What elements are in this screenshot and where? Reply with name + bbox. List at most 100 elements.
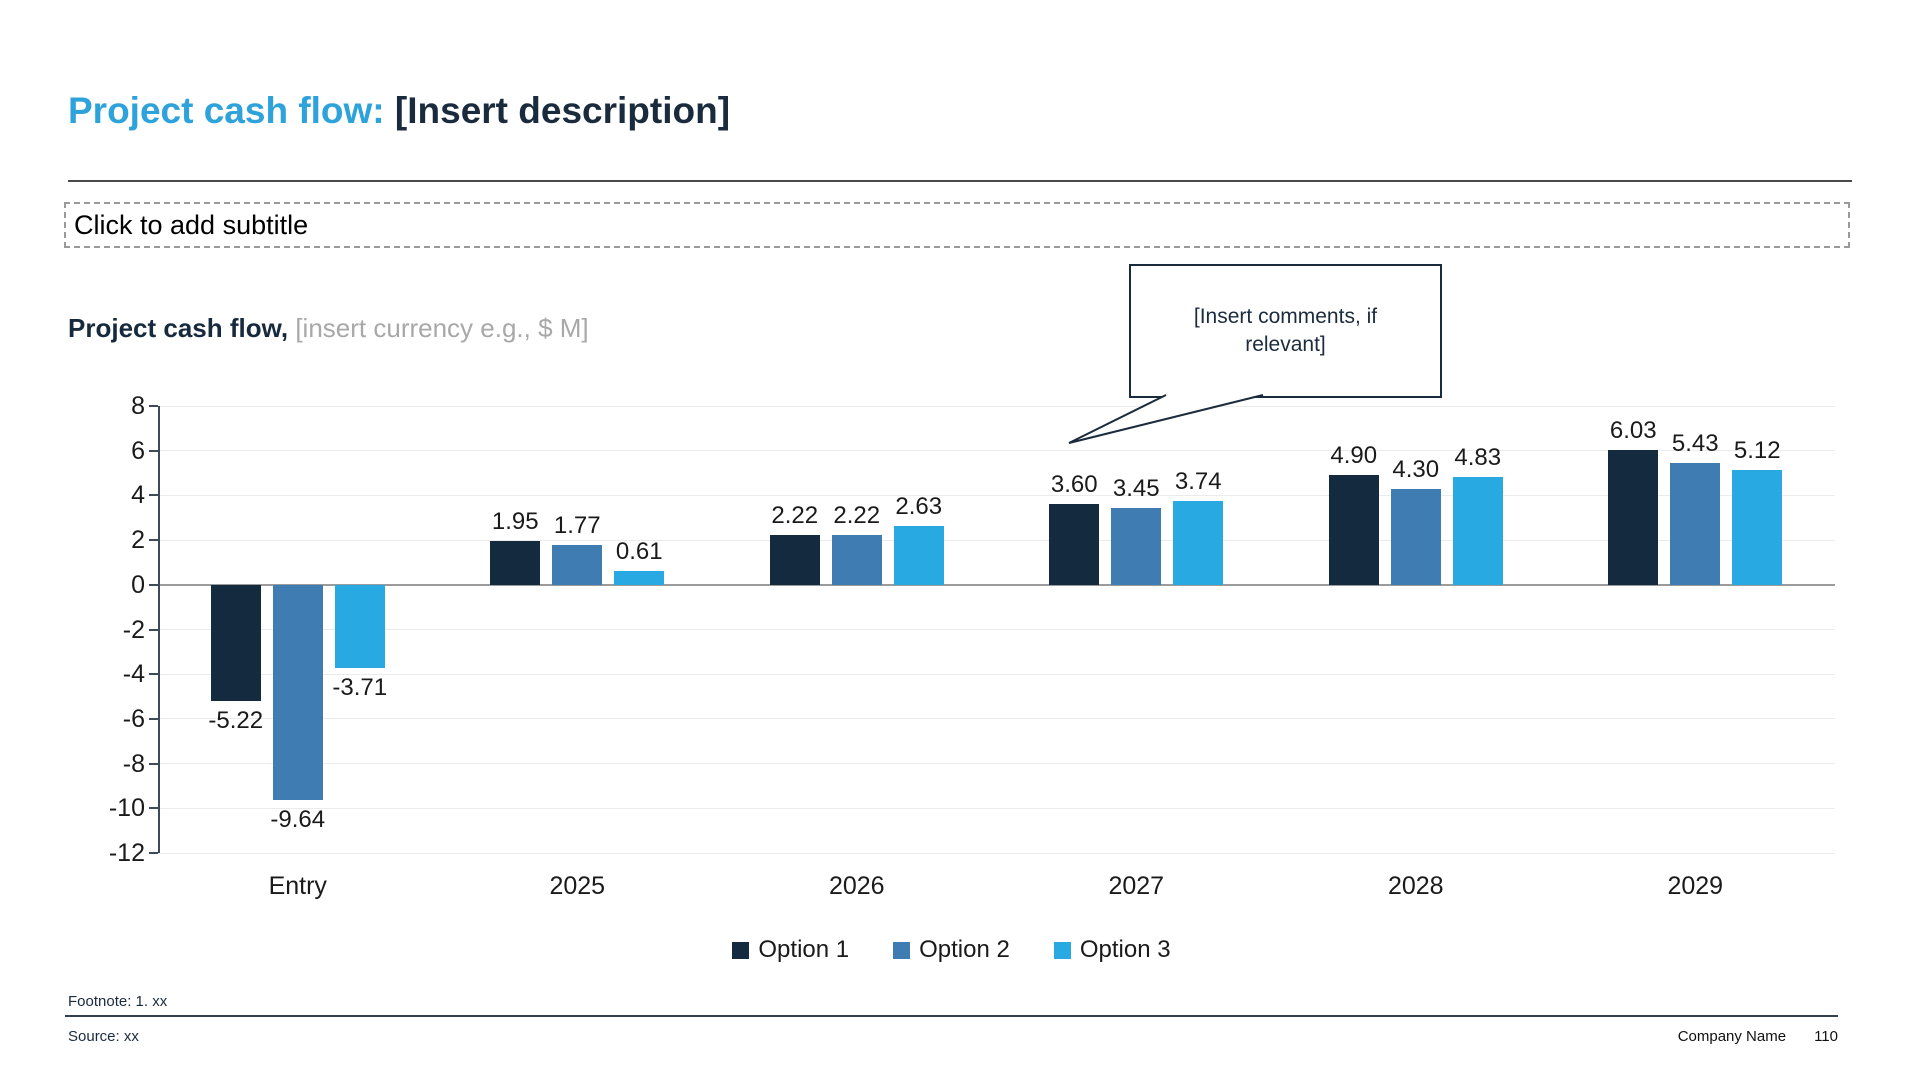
y-tick-label: 2 xyxy=(131,526,145,555)
y-axis-tick xyxy=(149,494,158,497)
legend-item-option-2: Option 2 xyxy=(893,936,1010,964)
gridline xyxy=(158,450,1835,452)
legend-swatch-icon xyxy=(893,941,911,959)
bar-value-label: 3.60 xyxy=(1050,471,1098,499)
title-divider xyxy=(68,180,1852,182)
gridline xyxy=(158,807,1835,809)
bar-option-1-2025 xyxy=(490,541,541,585)
y-tick-label: 4 xyxy=(131,481,145,510)
bar-option-2-2025 xyxy=(552,545,603,585)
y-axis-tick xyxy=(149,583,158,586)
y-axis-tick xyxy=(149,628,158,631)
gridline xyxy=(158,852,1835,854)
y-tick-label: -4 xyxy=(122,660,145,689)
bar-option-2-2026 xyxy=(831,535,882,585)
bar-value-label: -3.71 xyxy=(332,673,388,701)
bar-value-label: 4.90 xyxy=(1330,442,1378,470)
bar-option-3-2027 xyxy=(1173,501,1224,585)
chart-heading-title: Project cash flow, xyxy=(68,313,289,343)
bar-option-2-entry xyxy=(272,584,323,801)
bar-option-1-entry xyxy=(210,584,261,702)
legend-label: Option 1 xyxy=(758,936,850,963)
y-axis-tick xyxy=(149,852,158,854)
bar-option-3-2029 xyxy=(1732,470,1783,585)
y-axis-tick xyxy=(149,449,158,452)
gridline xyxy=(158,673,1835,675)
bar-value-label: -9.64 xyxy=(270,806,326,834)
bar-option-2-2028 xyxy=(1390,488,1441,585)
x-axis-label: 2025 xyxy=(549,872,606,900)
chart-heading-unit: [insert currency e.g., $ M] xyxy=(288,313,589,343)
y-tick-label: -6 xyxy=(122,704,145,733)
bar-value-label: 3.74 xyxy=(1174,468,1222,496)
bar-value-label: 1.95 xyxy=(491,508,539,536)
bar-option-1-2027 xyxy=(1049,504,1100,585)
bar-value-label: 4.30 xyxy=(1392,455,1440,483)
footnote[interactable]: Footnote: 1. xx xyxy=(68,993,168,1010)
gridline xyxy=(158,629,1835,630)
legend-label: Option 2 xyxy=(919,936,1010,963)
y-axis-tick xyxy=(149,807,158,810)
bar-option-1-2026 xyxy=(769,535,820,585)
page-title-description: [Insert description] xyxy=(384,90,731,131)
legend-item-option-3: Option 3 xyxy=(1053,936,1171,964)
y-axis-tick xyxy=(149,762,158,765)
gridline xyxy=(158,763,1835,765)
bar-option-2-2027 xyxy=(1111,507,1162,585)
y-tick-label: 0 xyxy=(131,570,145,599)
y-tick-label: -8 xyxy=(122,749,145,778)
bar-value-label: 6.03 xyxy=(1609,417,1657,445)
page-title[interactable]: Project cash flow: [Insert description] xyxy=(68,90,730,132)
footer-divider xyxy=(65,1015,1838,1017)
bar-value-label: -5.22 xyxy=(208,707,264,735)
bar-value-label: 2.22 xyxy=(833,502,881,530)
chart-legend: Option 1 Option 2 Option 3 xyxy=(65,936,1838,964)
zero-line xyxy=(158,583,1835,586)
bar-option-3-2025 xyxy=(614,571,665,585)
legend-item-option-1: Option 1 xyxy=(732,936,849,964)
y-tick-label: -2 xyxy=(122,615,145,644)
x-axis-label: 2029 xyxy=(1667,872,1724,900)
bar-value-label: 5.12 xyxy=(1733,437,1781,465)
source-note[interactable]: Source: xx xyxy=(68,1028,139,1045)
chart-heading: Project cash flow, [insert currency e.g.… xyxy=(68,313,589,344)
bar-value-label: 0.61 xyxy=(615,538,663,566)
x-axis-label: 2027 xyxy=(1108,872,1165,900)
legend-swatch-icon xyxy=(732,941,750,959)
y-axis-tick xyxy=(149,673,158,676)
subtitle-placeholder[interactable]: Click to add subtitle xyxy=(64,202,1850,248)
legend-swatch-icon xyxy=(1053,941,1071,959)
y-tick-label: 6 xyxy=(131,436,145,465)
y-tick-label: -10 xyxy=(108,794,145,823)
x-axis-label: 2026 xyxy=(828,872,885,900)
bar-value-label: 2.22 xyxy=(771,502,819,530)
legend-label: Option 3 xyxy=(1079,936,1171,963)
y-axis-tick xyxy=(149,539,158,542)
bar-value-label: 2.63 xyxy=(895,493,943,521)
bar-value-label: 1.77 xyxy=(553,512,601,540)
bar-value-label: 5.43 xyxy=(1671,430,1719,458)
footer-right: Company Name 110 xyxy=(1678,1028,1838,1045)
bar-value-label: 3.45 xyxy=(1112,474,1160,502)
gridline xyxy=(158,405,1835,407)
bar-option-1-2029 xyxy=(1608,450,1659,585)
x-axis-label: 2028 xyxy=(1387,872,1444,900)
y-axis-tick xyxy=(149,717,158,720)
page-title-accent: Project cash flow: xyxy=(68,90,385,131)
page-number: 110 xyxy=(1814,1028,1838,1045)
comment-callout[interactable]: [Insert comments, if relevant] xyxy=(1129,264,1442,398)
y-axis-line xyxy=(158,406,160,853)
y-axis-tick xyxy=(149,405,158,407)
subtitle-placeholder-text: Click to add subtitle xyxy=(74,209,309,240)
bar-value-label: 4.83 xyxy=(1454,443,1502,471)
bar-option-1-2028 xyxy=(1328,475,1379,585)
company-name: Company Name xyxy=(1677,1028,1787,1045)
bar-option-3-entry xyxy=(334,584,385,668)
bar-option-3-2026 xyxy=(893,526,944,585)
bar-option-3-2028 xyxy=(1452,476,1503,585)
y-tick-label: 8 xyxy=(131,392,145,420)
gridline xyxy=(158,539,1835,541)
y-tick-label: -12 xyxy=(108,839,145,867)
